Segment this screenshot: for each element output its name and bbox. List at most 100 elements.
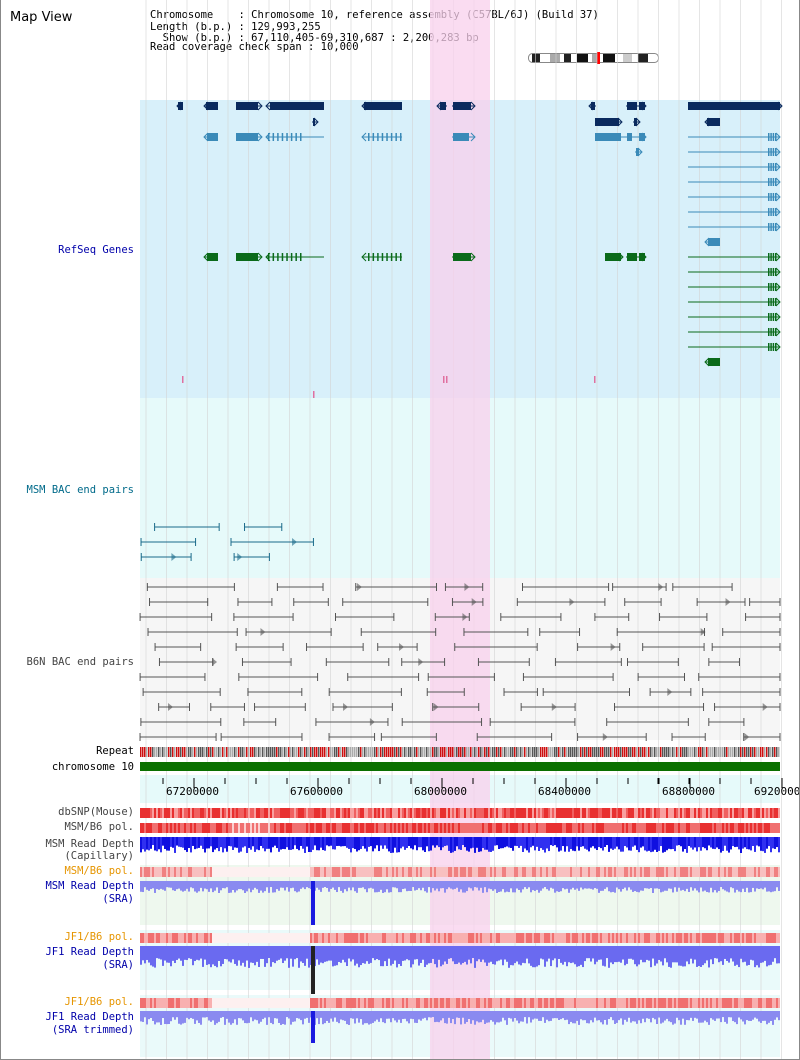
repeat-block	[456, 747, 458, 757]
jf1-pol-cell	[462, 933, 464, 943]
repeat-block	[776, 747, 778, 757]
msm-sra-depth	[722, 881, 724, 890]
msm-pol-cell	[416, 823, 418, 833]
msm-pol-cell	[700, 823, 702, 833]
msm-pol-cell	[194, 823, 196, 833]
msm-sra-depth	[206, 881, 208, 890]
msm-sra-depth	[578, 881, 580, 891]
msm-pol2-cell	[482, 867, 484, 877]
msm-cap-depth	[220, 837, 222, 848]
jf1-sra-depth	[736, 946, 738, 965]
msm-pol2-cell	[762, 867, 764, 877]
repeat-block	[230, 747, 232, 757]
gene-arrow	[775, 297, 781, 307]
jf1-pol-cell	[352, 933, 354, 943]
jf1-trim-depth	[758, 1011, 760, 1022]
msm-pol-cell	[422, 823, 424, 833]
msm-sra-depth	[690, 881, 692, 888]
chromosome-ideogram[interactable]	[528, 52, 660, 64]
msm-cap-depth	[770, 837, 772, 853]
jf1-sra-depth	[150, 946, 152, 966]
msm-cap-depth	[496, 837, 498, 846]
msm-pol2-cell	[630, 867, 632, 877]
msm-pol-cell	[326, 823, 328, 833]
jf1-pol2-cell	[684, 998, 686, 1008]
repeat-block	[538, 747, 540, 757]
msm-pol-cell	[620, 823, 622, 833]
msm-pol2-cell	[620, 867, 622, 877]
repeat-block	[344, 747, 346, 757]
msm-pol2-cell	[224, 867, 226, 877]
jf1-sra-depth	[406, 946, 408, 960]
msm-pol2-cell	[408, 867, 410, 877]
msm-pol2-cell	[464, 867, 466, 877]
msm-cap-depth	[532, 837, 534, 846]
repeat-block	[706, 747, 708, 757]
msm-sra-depth	[630, 881, 632, 890]
msm-sra-depth	[176, 881, 178, 890]
msm-cap-depth	[526, 837, 528, 851]
msm-pol-cell	[404, 823, 406, 833]
jf1-pol2-cell	[532, 998, 534, 1008]
msm-pol2-cell	[196, 867, 198, 877]
jf1-pol2-cell	[214, 998, 216, 1008]
jf1-pol2-cell	[772, 998, 774, 1008]
jf1-pol-cell	[144, 933, 146, 943]
msm-cap-depth	[528, 837, 530, 853]
msm-pol-cell	[534, 823, 536, 833]
msm-cap-depth	[410, 837, 412, 849]
msm-sra-depth	[526, 881, 528, 889]
msm-pol-cell	[744, 823, 746, 833]
repeat-block	[348, 747, 350, 757]
msm-pol-cell	[492, 823, 494, 833]
msm-pol2-cell	[180, 867, 182, 877]
msm-pol-cell	[550, 823, 552, 833]
msm-sra-depth	[162, 881, 164, 890]
jf1-trim-depth	[466, 1011, 468, 1022]
jf1-pol-cell	[434, 933, 436, 943]
dbsnp-cell	[334, 808, 336, 818]
repeat-block	[546, 747, 548, 757]
repeat-block	[368, 747, 370, 757]
repeat-block	[588, 747, 590, 757]
jf1-pol-cell	[254, 933, 256, 943]
msm-pol-cell	[586, 823, 588, 833]
msm-pol-cell	[600, 823, 602, 833]
dbsnp-cell	[434, 808, 436, 818]
refseq-track-label: RefSeq Genes	[58, 244, 134, 256]
jf1-trim-depth	[336, 1011, 338, 1022]
jf1-trim-depth	[490, 1011, 492, 1021]
jf1-sra-depth	[184, 946, 186, 960]
jf1-trim-depth	[712, 1011, 714, 1020]
jf1-sra-depth	[330, 946, 332, 961]
b6n-pair-arrow	[658, 583, 664, 591]
msm-cap-depth	[460, 837, 462, 850]
jf1-pol2-cell	[718, 998, 720, 1008]
jf1-pol2-cell	[164, 998, 166, 1008]
msm-pol-cell	[570, 823, 572, 833]
repeat-block	[420, 747, 422, 757]
jf1-sra-depth	[622, 946, 624, 960]
repeat-block	[302, 747, 304, 757]
repeat-block	[630, 747, 632, 757]
dbsnp-cell	[522, 808, 524, 818]
dbsnp-cell	[610, 808, 612, 818]
msm-pol2-cell	[534, 867, 536, 877]
dbsnp-cell	[252, 808, 254, 818]
jf1-pol-cell	[306, 933, 308, 943]
jf1-sra-depth	[210, 946, 212, 968]
jf1-sra-depth	[374, 946, 376, 961]
axis-tick-label: 68000000	[414, 785, 467, 798]
jf1-trim-depth	[748, 1011, 750, 1021]
msm-cap-depth	[700, 837, 702, 851]
msm-pol-cell	[602, 823, 604, 833]
msm-cap-depth	[774, 837, 776, 849]
jf1-pol-cell	[158, 933, 160, 943]
msm-sra-depth	[774, 881, 776, 892]
msm-pol-cell	[676, 823, 678, 833]
coverage-span-line: Read coverage check span : 10,000	[150, 41, 359, 53]
msm-cap-depth	[576, 837, 578, 847]
jf1-pol2-cell	[712, 998, 714, 1008]
jf1-sra-depth	[228, 946, 230, 962]
